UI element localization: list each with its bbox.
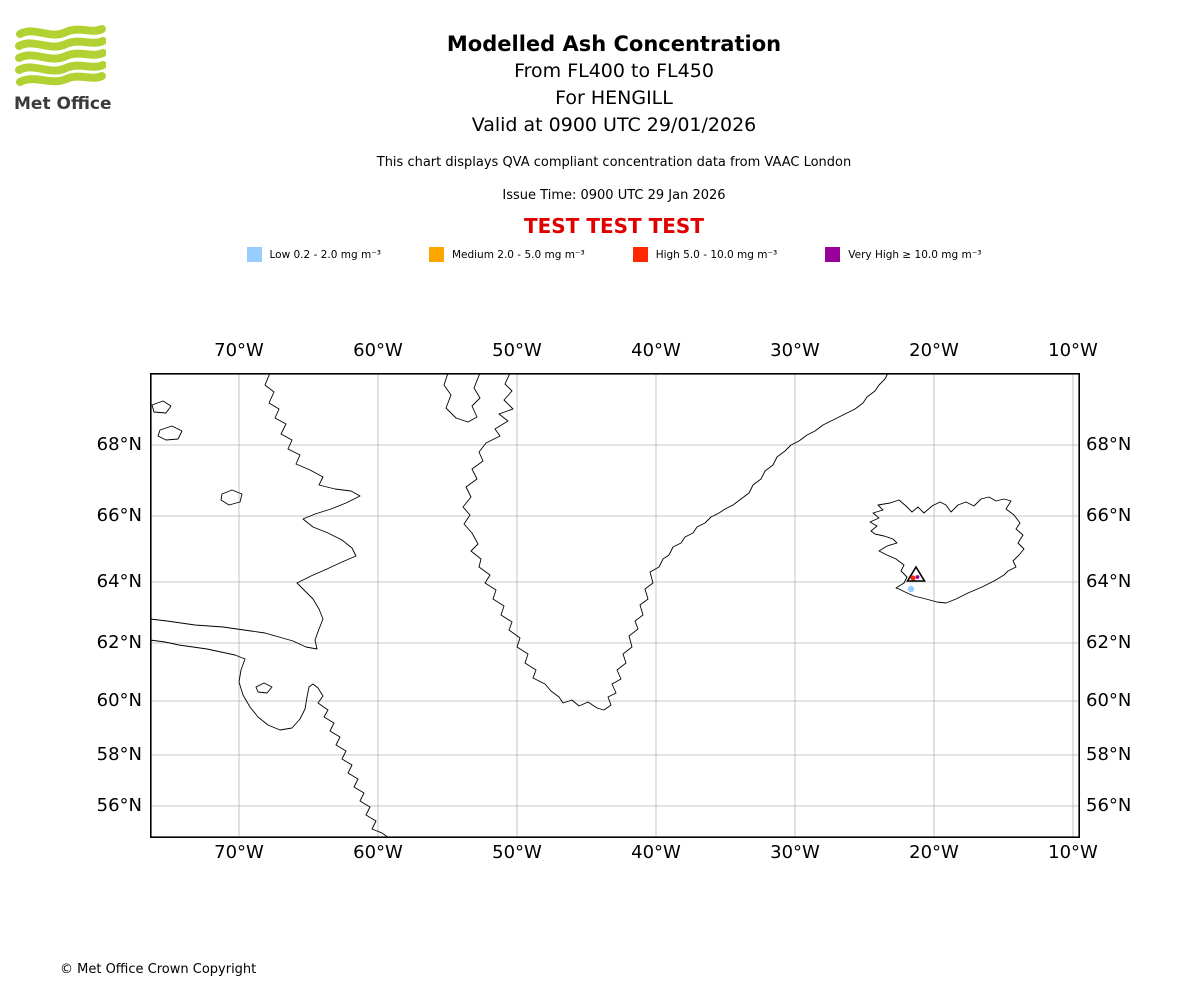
ash-concentration-legend: Low 0.2 - 2.0 mg m⁻³ Medium 2.0 - 5.0 mg…: [114, 247, 1114, 262]
legend-label-medium: Medium 2.0 - 5.0 mg m⁻³: [451, 248, 585, 261]
tick-right-66n: 66°N: [1086, 505, 1132, 526]
page-title: Modelled Ash Concentration: [446, 32, 782, 56]
lake-baffin-1: [157, 425, 183, 441]
tick-right-56n: 56°N: [1086, 795, 1132, 816]
legend-swatch-very-high: [825, 247, 841, 262]
ash-patch-very-high: [915, 575, 920, 579]
tick-top-70w: 70°W: [214, 340, 264, 361]
tick-right-60n: 60°N: [1086, 690, 1132, 711]
tick-bottom-60w: 60°W: [353, 842, 403, 863]
coastline-iceland: [869, 496, 1025, 604]
tick-bottom-30w: 30°W: [770, 842, 820, 863]
subtitle-valid-time: Valid at 0900 UTC 29/01/2026: [471, 114, 757, 136]
tick-right-64n: 64°N: [1086, 571, 1132, 592]
logo-wave-icon: [15, 25, 107, 86]
coastline-greenland: [462, 373, 889, 711]
ash-patch-low: [907, 585, 915, 593]
subtitle-flight-level: From FL400 to FL450: [514, 60, 714, 82]
tick-left-62n: 62°N: [96, 632, 142, 653]
tick-bottom-20w: 20°W: [909, 842, 959, 863]
coastline-disko-island: [443, 373, 481, 423]
legend-item-medium: Medium 2.0 - 5.0 mg m⁻³: [428, 247, 585, 262]
lake-nettilling: [220, 489, 243, 506]
tick-left-58n: 58°N: [96, 744, 142, 765]
legend-label-high: High 5.0 - 10.0 mg m⁻³: [655, 248, 778, 261]
tick-left-56n: 56°N: [96, 795, 142, 816]
graticule: [150, 373, 1080, 838]
logo-wordmark: Met Office: [14, 94, 112, 114]
copyright-notice: © Met Office Crown Copyright: [60, 962, 257, 977]
tick-top-50w: 50°W: [492, 340, 542, 361]
coastline-baffin-island: [150, 373, 361, 650]
tick-bottom-50w: 50°W: [492, 842, 542, 863]
legend-item-high: High 5.0 - 10.0 mg m⁻³: [632, 247, 778, 262]
issue-time: Issue Time: 0900 UTC 29 Jan 2026: [502, 188, 726, 203]
legend-swatch-high: [632, 247, 648, 262]
tick-left-66n: 66°N: [96, 505, 142, 526]
tick-left-64n: 64°N: [96, 571, 142, 592]
legend-item-low: Low 0.2 - 2.0 mg m⁻³: [246, 247, 381, 262]
test-banner: TEST TEST TEST: [524, 214, 704, 238]
island-akpatok: [255, 682, 273, 694]
tick-left-60n: 60°N: [96, 690, 142, 711]
tick-top-60w: 60°W: [353, 340, 403, 361]
coastline-labrador-ungava: [150, 639, 390, 838]
tick-right-62n: 62°N: [1086, 632, 1132, 653]
ash-patch-high: [910, 575, 916, 581]
lake-baffin-2: [151, 400, 172, 414]
chart-description: This chart displays QVA compliant concen…: [376, 155, 852, 170]
tick-bottom-40w: 40°W: [631, 842, 681, 863]
subtitle-volcano: For HENGILL: [555, 87, 673, 109]
volcano-marker-group: [906, 565, 926, 593]
tick-left-68n: 68°N: [96, 434, 142, 455]
legend-label-very-high: Very High ≥ 10.0 mg m⁻³: [848, 248, 982, 261]
tick-top-20w: 20°W: [909, 340, 959, 361]
tick-top-30w: 30°W: [770, 340, 820, 361]
map-frame: [150, 373, 1080, 838]
legend-swatch-medium: [428, 247, 444, 262]
tick-top-40w: 40°W: [631, 340, 681, 361]
tick-top-10w: 10°W: [1048, 340, 1098, 361]
tick-bottom-10w: 10°W: [1048, 842, 1098, 863]
met-office-logo: Met Office: [14, 24, 114, 114]
legend-item-very-high: Very High ≥ 10.0 mg m⁻³: [825, 247, 981, 262]
volcano-triangle-icon: [906, 565, 926, 582]
legend-swatch-low: [246, 247, 262, 262]
header: Modelled Ash Concentration From FL400 to…: [114, 30, 1114, 262]
tick-right-68n: 68°N: [1086, 434, 1132, 455]
tick-right-58n: 58°N: [1086, 744, 1132, 765]
map-canvas: [150, 373, 1080, 838]
tick-bottom-70w: 70°W: [214, 842, 264, 863]
legend-label-low: Low 0.2 - 2.0 mg m⁻³: [269, 248, 381, 261]
